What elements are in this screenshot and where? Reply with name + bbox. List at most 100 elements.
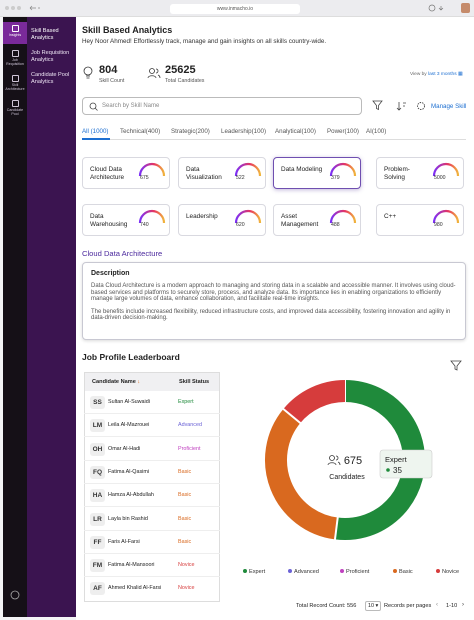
stat-label: Total Candidates <box>165 78 205 84</box>
nav-label: Skill Architecture <box>5 83 25 91</box>
leaderboard-row[interactable]: LM Leila Al-Mazrouei Advanced <box>84 414 220 438</box>
submenu-item[interactable]: Skill Based Analytics <box>31 28 59 41</box>
column-header[interactable]: Candidate Name ↓ <box>92 379 140 385</box>
url[interactable]: www.inmacho.io <box>170 4 300 14</box>
nav-label: Candidate Pool <box>6 108 24 116</box>
skill-gauge <box>432 209 460 224</box>
skill-gauge <box>138 209 166 224</box>
skill-name: Data Warehousing <box>90 213 128 228</box>
skill-card[interactable]: Data Modeling 379 <box>273 157 361 189</box>
skill-count: 980 <box>434 222 443 228</box>
leaderboard-row[interactable]: LR Layla bin Rashid Basic <box>84 508 220 531</box>
tab[interactable]: Leadership(100) <box>221 128 267 135</box>
leaderboard-row[interactable]: AF Ahmed Khalid Al-Farsi Novice <box>84 577 220 600</box>
leaderboard-row[interactable]: HA Hamza Al-Abdullah Basic <box>84 484 220 508</box>
selected-skill-title: Cloud Data Architecture <box>82 249 163 258</box>
avatar-initials: FM <box>90 559 105 573</box>
legend-item: Proficient <box>340 569 369 575</box>
column-header: Skill Status <box>179 379 210 385</box>
nav-icon <box>11 25 19 32</box>
skill-status: Advanced <box>178 422 202 429</box>
tab[interactable]: AI(100) <box>366 128 387 135</box>
skill-card[interactable]: Data Warehousing 740 <box>82 204 170 236</box>
skill-count: 5000 <box>434 175 446 181</box>
view-by: View by last 3 months ▦ <box>410 72 462 77</box>
legend-item: Advanced <box>288 569 319 575</box>
candidate-name: Fatima Al-Mansoori <box>108 562 155 569</box>
submenu-item[interactable]: Candidate Pool Analytics <box>31 72 70 85</box>
skill-card[interactable]: Leadership 620 <box>178 204 266 236</box>
skill-status: Expert <box>178 399 194 405</box>
donut-segment <box>283 380 346 424</box>
skill-name: Problem-Solving <box>384 166 410 181</box>
leaderboard-row[interactable]: FQ Fatima Al-Qasimi Basic <box>84 461 220 484</box>
candidate-name: Omar Al-Hadi <box>108 445 141 452</box>
nav-label: Insights <box>8 33 22 37</box>
search-icon <box>89 102 98 111</box>
toolbar-icons[interactable] <box>372 100 428 112</box>
description-paragraph: The benefits include increased flexibili… <box>91 308 451 322</box>
tab[interactable]: Power(100) <box>327 128 359 135</box>
skill-name: Cloud Data Architecture <box>90 166 125 181</box>
tab[interactable]: Strategic(200) <box>171 128 210 135</box>
candidate-name: Layla bin Rashid <box>108 515 148 522</box>
view-by-label: View by <box>410 72 427 77</box>
skill-count: 488 <box>331 222 340 228</box>
avatar-initials: LR <box>90 512 105 526</box>
candidate-name: Faris Al-Farsi <box>108 538 140 545</box>
leaderboard-row[interactable]: FM Fatima Al-Mansoori Novice <box>84 554 220 578</box>
legend-dot <box>340 569 344 573</box>
prev-page[interactable]: ‹ <box>436 602 438 608</box>
skill-card[interactable]: Cloud Data Architecture 675 <box>82 157 170 189</box>
window-controls <box>5 5 40 11</box>
search-box[interactable]: Search by Skill Name <box>82 97 362 115</box>
submenu-item[interactable]: Job Requisition Analytics <box>31 50 70 63</box>
leaderboard-filter[interactable] <box>450 360 462 371</box>
candidates-icon <box>327 455 341 466</box>
skill-count: 740 <box>140 222 149 228</box>
nav-item[interactable]: Job Requisition <box>3 47 27 69</box>
avatar-initials: FF <box>90 535 105 549</box>
per-page-label: Records per pages <box>384 603 432 609</box>
tab[interactable]: All (1000) <box>82 128 109 135</box>
skill-card[interactable]: Asset Management 488 <box>273 204 361 236</box>
tab-divider <box>82 139 466 140</box>
skill-name: Data Visualization <box>186 166 222 181</box>
per-page-value: 10 <box>368 603 374 609</box>
per-page-select[interactable]: 10 ▾ <box>365 601 381 611</box>
next-page[interactable]: › <box>462 602 464 608</box>
leaderboard-row[interactable]: SS Sultan Al-Suwaidi Expert <box>84 391 220 414</box>
icon-rail <box>3 17 27 617</box>
donut-segment <box>265 409 339 540</box>
table-header <box>85 373 219 391</box>
nav-item[interactable]: Insights <box>3 22 27 44</box>
manage-skill[interactable]: Manage Skill <box>431 103 467 110</box>
stat-label: Skill Count <box>99 78 125 84</box>
skill-status: Basic <box>178 468 192 475</box>
nav-item[interactable]: Skill Architecture <box>3 72 27 94</box>
tab[interactable]: Analytical(100) <box>275 128 316 135</box>
collapse-icon[interactable] <box>7 587 23 603</box>
tab[interactable]: Technical(400) <box>120 128 161 135</box>
tab-underline <box>82 138 110 140</box>
avatar-initials: LM <box>90 419 105 433</box>
skill-gauge <box>329 162 357 177</box>
leaderboard-row[interactable]: FF Faris Al-Farsi Basic <box>84 531 220 554</box>
legend-item: Basic <box>393 569 413 575</box>
leaderboard-row[interactable]: OH Omar Al-Hadi Proficient <box>84 438 220 461</box>
skill-card[interactable]: Data Visualization 522 <box>178 157 266 189</box>
browser-bar: www.inmacho.io <box>0 0 474 17</box>
skill-card[interactable]: Problem-Solving 5000 <box>376 157 464 189</box>
skill-card[interactable]: C++ 980 <box>376 204 464 236</box>
skill-status: Basic <box>178 538 192 545</box>
view-by-period[interactable]: last 3 months <box>428 72 457 77</box>
skill-gauge <box>138 162 166 177</box>
search-placeholder: Search by Skill Name <box>102 103 160 109</box>
nav-icon <box>11 50 19 57</box>
submenu-panel <box>27 17 76 617</box>
skill-count: 522 <box>236 175 245 181</box>
nav-item[interactable]: Candidate Pool <box>3 97 27 119</box>
legend-dot <box>436 569 440 573</box>
skill-gauge <box>432 162 460 177</box>
